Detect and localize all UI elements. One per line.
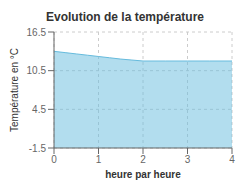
- svg-text:0: 0: [51, 154, 57, 165]
- svg-text:1: 1: [96, 154, 102, 165]
- svg-text:Température en °C: Température en °C: [9, 48, 20, 132]
- svg-text:3: 3: [185, 154, 191, 165]
- svg-text:-1.5: -1.5: [29, 143, 47, 154]
- svg-text:4: 4: [229, 154, 235, 165]
- svg-text:2: 2: [140, 154, 146, 165]
- svg-text:10.5: 10.5: [27, 65, 47, 76]
- html-text:Evolution de la température: Evolution de la température: [46, 10, 204, 24]
- svg-text:4.5: 4.5: [32, 104, 46, 115]
- svg-text:16.5: 16.5: [27, 27, 47, 38]
- svg-text:heure par heure: heure par heure: [105, 169, 181, 180]
